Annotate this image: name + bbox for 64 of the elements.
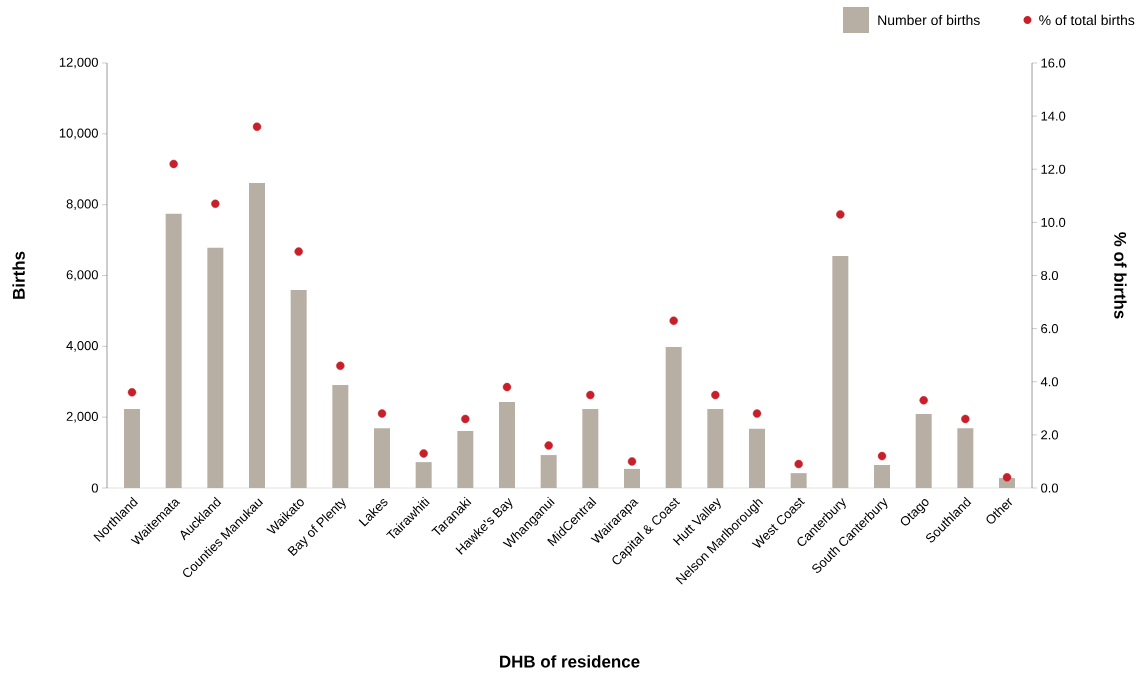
y-tick-label: 0 — [91, 483, 98, 493]
y-tick-label: 8,000 — [66, 199, 98, 211]
point — [211, 199, 220, 208]
bar — [499, 401, 515, 488]
y-tick-label: 12,000 — [59, 57, 98, 69]
point — [127, 388, 137, 397]
y2-tick-label: 0.0 — [1041, 483, 1059, 493]
bar — [165, 213, 182, 488]
y2-tick-label: 2.0 — [1041, 430, 1059, 440]
y-tick-label: 10,000 — [59, 128, 98, 140]
point — [419, 449, 428, 458]
bar — [207, 247, 224, 488]
point — [752, 409, 762, 418]
legend-label: % of total births — [1039, 14, 1135, 26]
point — [919, 396, 928, 405]
y-tick-label: 2,000 — [66, 411, 98, 423]
y-axis-title: Births — [12, 251, 25, 299]
bar — [707, 409, 724, 488]
y2-tick-label: 6.0 — [1041, 324, 1059, 334]
point — [461, 414, 470, 424]
bar — [332, 384, 349, 488]
y2-tick-label: 8.0 — [1041, 270, 1059, 281]
bar — [582, 409, 599, 488]
y2-tick-label: 12.0 — [1041, 164, 1066, 174]
bar — [874, 464, 891, 488]
bar — [415, 462, 432, 488]
y2-tick-label: 10.0 — [1041, 217, 1066, 227]
point — [669, 316, 678, 325]
bar — [540, 455, 557, 488]
x-axis-title: DHB of residence — [500, 655, 640, 668]
point — [836, 210, 845, 219]
bar — [624, 468, 641, 488]
bar — [374, 428, 390, 488]
point — [169, 159, 178, 169]
y2-tick-label: 14.0 — [1041, 111, 1066, 121]
point — [794, 459, 803, 469]
y2-tick-label: 4.0 — [1040, 377, 1059, 387]
point — [294, 247, 303, 256]
bar — [249, 183, 265, 488]
bar — [832, 256, 849, 488]
bar — [915, 413, 932, 488]
point — [336, 361, 345, 371]
point — [252, 122, 262, 131]
point — [544, 441, 553, 450]
bar — [457, 430, 474, 488]
bar — [290, 290, 307, 488]
y2-axis-title: % of births — [1114, 232, 1127, 319]
y-tick-label: 6,000 — [66, 270, 98, 281]
bar — [749, 428, 766, 488]
point — [1002, 473, 1012, 482]
bar — [957, 428, 974, 488]
point — [877, 451, 887, 461]
bar — [790, 473, 807, 488]
point — [711, 390, 720, 400]
bar — [124, 409, 140, 488]
point — [586, 390, 595, 400]
bar — [665, 347, 682, 488]
point — [961, 414, 970, 424]
point — [502, 382, 512, 392]
y-tick-label: 4,000 — [66, 340, 98, 352]
legend-label: Number of births — [878, 14, 980, 26]
point — [627, 457, 637, 466]
y2-tick-label: 16.0 — [1041, 58, 1066, 68]
point — [377, 409, 387, 418]
